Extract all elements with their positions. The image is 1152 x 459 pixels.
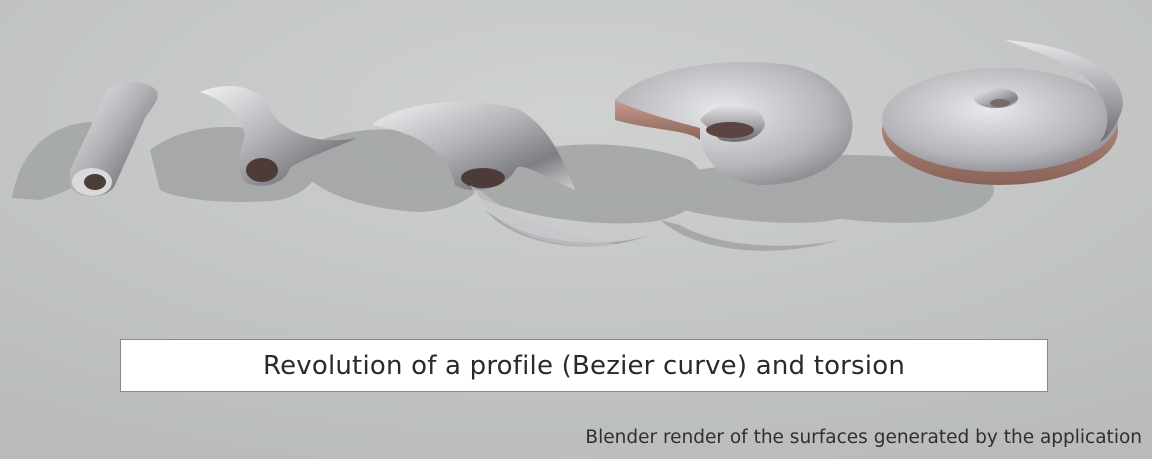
- twist-shape: [372, 101, 620, 247]
- disc-shape: [882, 40, 1123, 185]
- horn-shape: [200, 86, 357, 186]
- spiral-shape: [615, 61, 853, 185]
- caption-text: Revolution of a profile (Bezier curve) a…: [262, 350, 906, 381]
- caption-box: Revolution of a profile (Bezier curve) a…: [120, 339, 1048, 392]
- credit-text: Blender render of the surfaces generated…: [585, 427, 1142, 448]
- tube-shape: [70, 82, 158, 197]
